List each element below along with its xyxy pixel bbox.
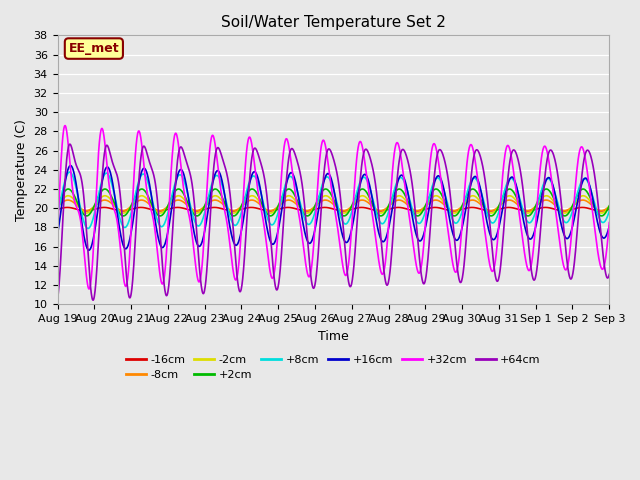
Line: +16cm: +16cm — [58, 166, 609, 250]
+32cm — [164, 232, 172, 238]
-2cm — [177, 193, 184, 199]
+2cm — [238, 202, 246, 207]
+64cm — [177, 144, 185, 150]
-8cm — [164, 204, 172, 210]
+32cm — [85, 286, 93, 292]
+8cm — [66, 169, 74, 175]
-16cm — [177, 205, 184, 211]
-8cm — [420, 205, 428, 211]
-8cm — [101, 197, 109, 203]
+8cm — [541, 179, 548, 185]
Line: +8cm: +8cm — [58, 172, 609, 228]
+8cm — [177, 172, 185, 178]
+32cm — [54, 230, 61, 236]
-2cm — [524, 210, 532, 216]
-16cm — [420, 207, 428, 213]
+2cm — [605, 203, 613, 209]
+8cm — [605, 208, 613, 214]
+16cm — [541, 182, 548, 188]
+16cm — [164, 230, 172, 236]
+8cm — [239, 204, 246, 210]
-8cm — [492, 206, 500, 212]
+8cm — [492, 217, 500, 223]
-2cm — [491, 208, 499, 214]
Line: -16cm: -16cm — [58, 207, 609, 211]
+32cm — [239, 204, 246, 209]
-2cm — [238, 203, 246, 209]
+32cm — [605, 220, 613, 226]
+32cm — [177, 164, 185, 170]
-2cm — [54, 204, 61, 209]
-16cm — [54, 206, 61, 212]
+2cm — [54, 203, 61, 209]
-8cm — [605, 204, 613, 209]
Y-axis label: Temperature (C): Temperature (C) — [15, 119, 28, 221]
+32cm — [420, 243, 428, 249]
+64cm — [54, 296, 61, 302]
+8cm — [84, 226, 92, 231]
+64cm — [605, 272, 613, 277]
-2cm — [163, 205, 171, 211]
+2cm — [177, 187, 184, 192]
-8cm — [83, 208, 90, 214]
+16cm — [605, 223, 613, 229]
+16cm — [54, 231, 61, 237]
+2cm — [163, 205, 171, 211]
Line: +2cm: +2cm — [58, 189, 609, 216]
Title: Soil/Water Temperature Set 2: Soil/Water Temperature Set 2 — [221, 15, 446, 30]
+32cm — [492, 255, 500, 261]
-16cm — [238, 206, 246, 212]
+8cm — [54, 212, 61, 217]
+2cm — [524, 213, 532, 219]
Line: +32cm: +32cm — [58, 126, 609, 289]
+64cm — [66, 141, 74, 147]
-16cm — [492, 207, 500, 213]
+2cm — [419, 208, 427, 214]
-16cm — [339, 208, 347, 214]
-16cm — [541, 204, 548, 210]
+32cm — [61, 123, 69, 129]
-8cm — [54, 204, 61, 209]
+16cm — [492, 235, 500, 240]
+64cm — [541, 178, 548, 184]
-2cm — [541, 193, 548, 199]
+16cm — [67, 163, 74, 168]
-2cm — [419, 207, 427, 213]
+8cm — [164, 211, 172, 217]
+64cm — [239, 276, 246, 281]
+2cm — [491, 210, 499, 216]
+64cm — [492, 275, 500, 281]
+32cm — [541, 144, 548, 149]
X-axis label: Time: Time — [318, 330, 349, 343]
Line: +64cm: +64cm — [58, 144, 609, 300]
+2cm — [541, 187, 548, 192]
+8cm — [420, 214, 428, 219]
Line: -2cm: -2cm — [58, 196, 609, 213]
-8cm — [239, 203, 246, 208]
+16cm — [85, 247, 93, 253]
Legend: -16cm, -8cm, -2cm, +2cm, +8cm, +16cm, +32cm, +64cm: -16cm, -8cm, -2cm, +2cm, +8cm, +16cm, +3… — [122, 350, 545, 385]
+16cm — [239, 221, 246, 227]
-8cm — [541, 197, 548, 203]
Line: -8cm: -8cm — [58, 200, 609, 211]
-16cm — [605, 206, 613, 212]
Text: EE_met: EE_met — [68, 42, 119, 55]
+16cm — [177, 167, 185, 172]
+16cm — [420, 232, 428, 238]
+2cm — [506, 186, 513, 192]
+64cm — [164, 291, 172, 297]
-8cm — [177, 198, 185, 204]
+64cm — [90, 297, 97, 303]
-2cm — [506, 193, 513, 199]
-16cm — [358, 204, 365, 210]
+64cm — [420, 281, 428, 287]
-2cm — [605, 204, 613, 209]
-16cm — [163, 207, 171, 213]
